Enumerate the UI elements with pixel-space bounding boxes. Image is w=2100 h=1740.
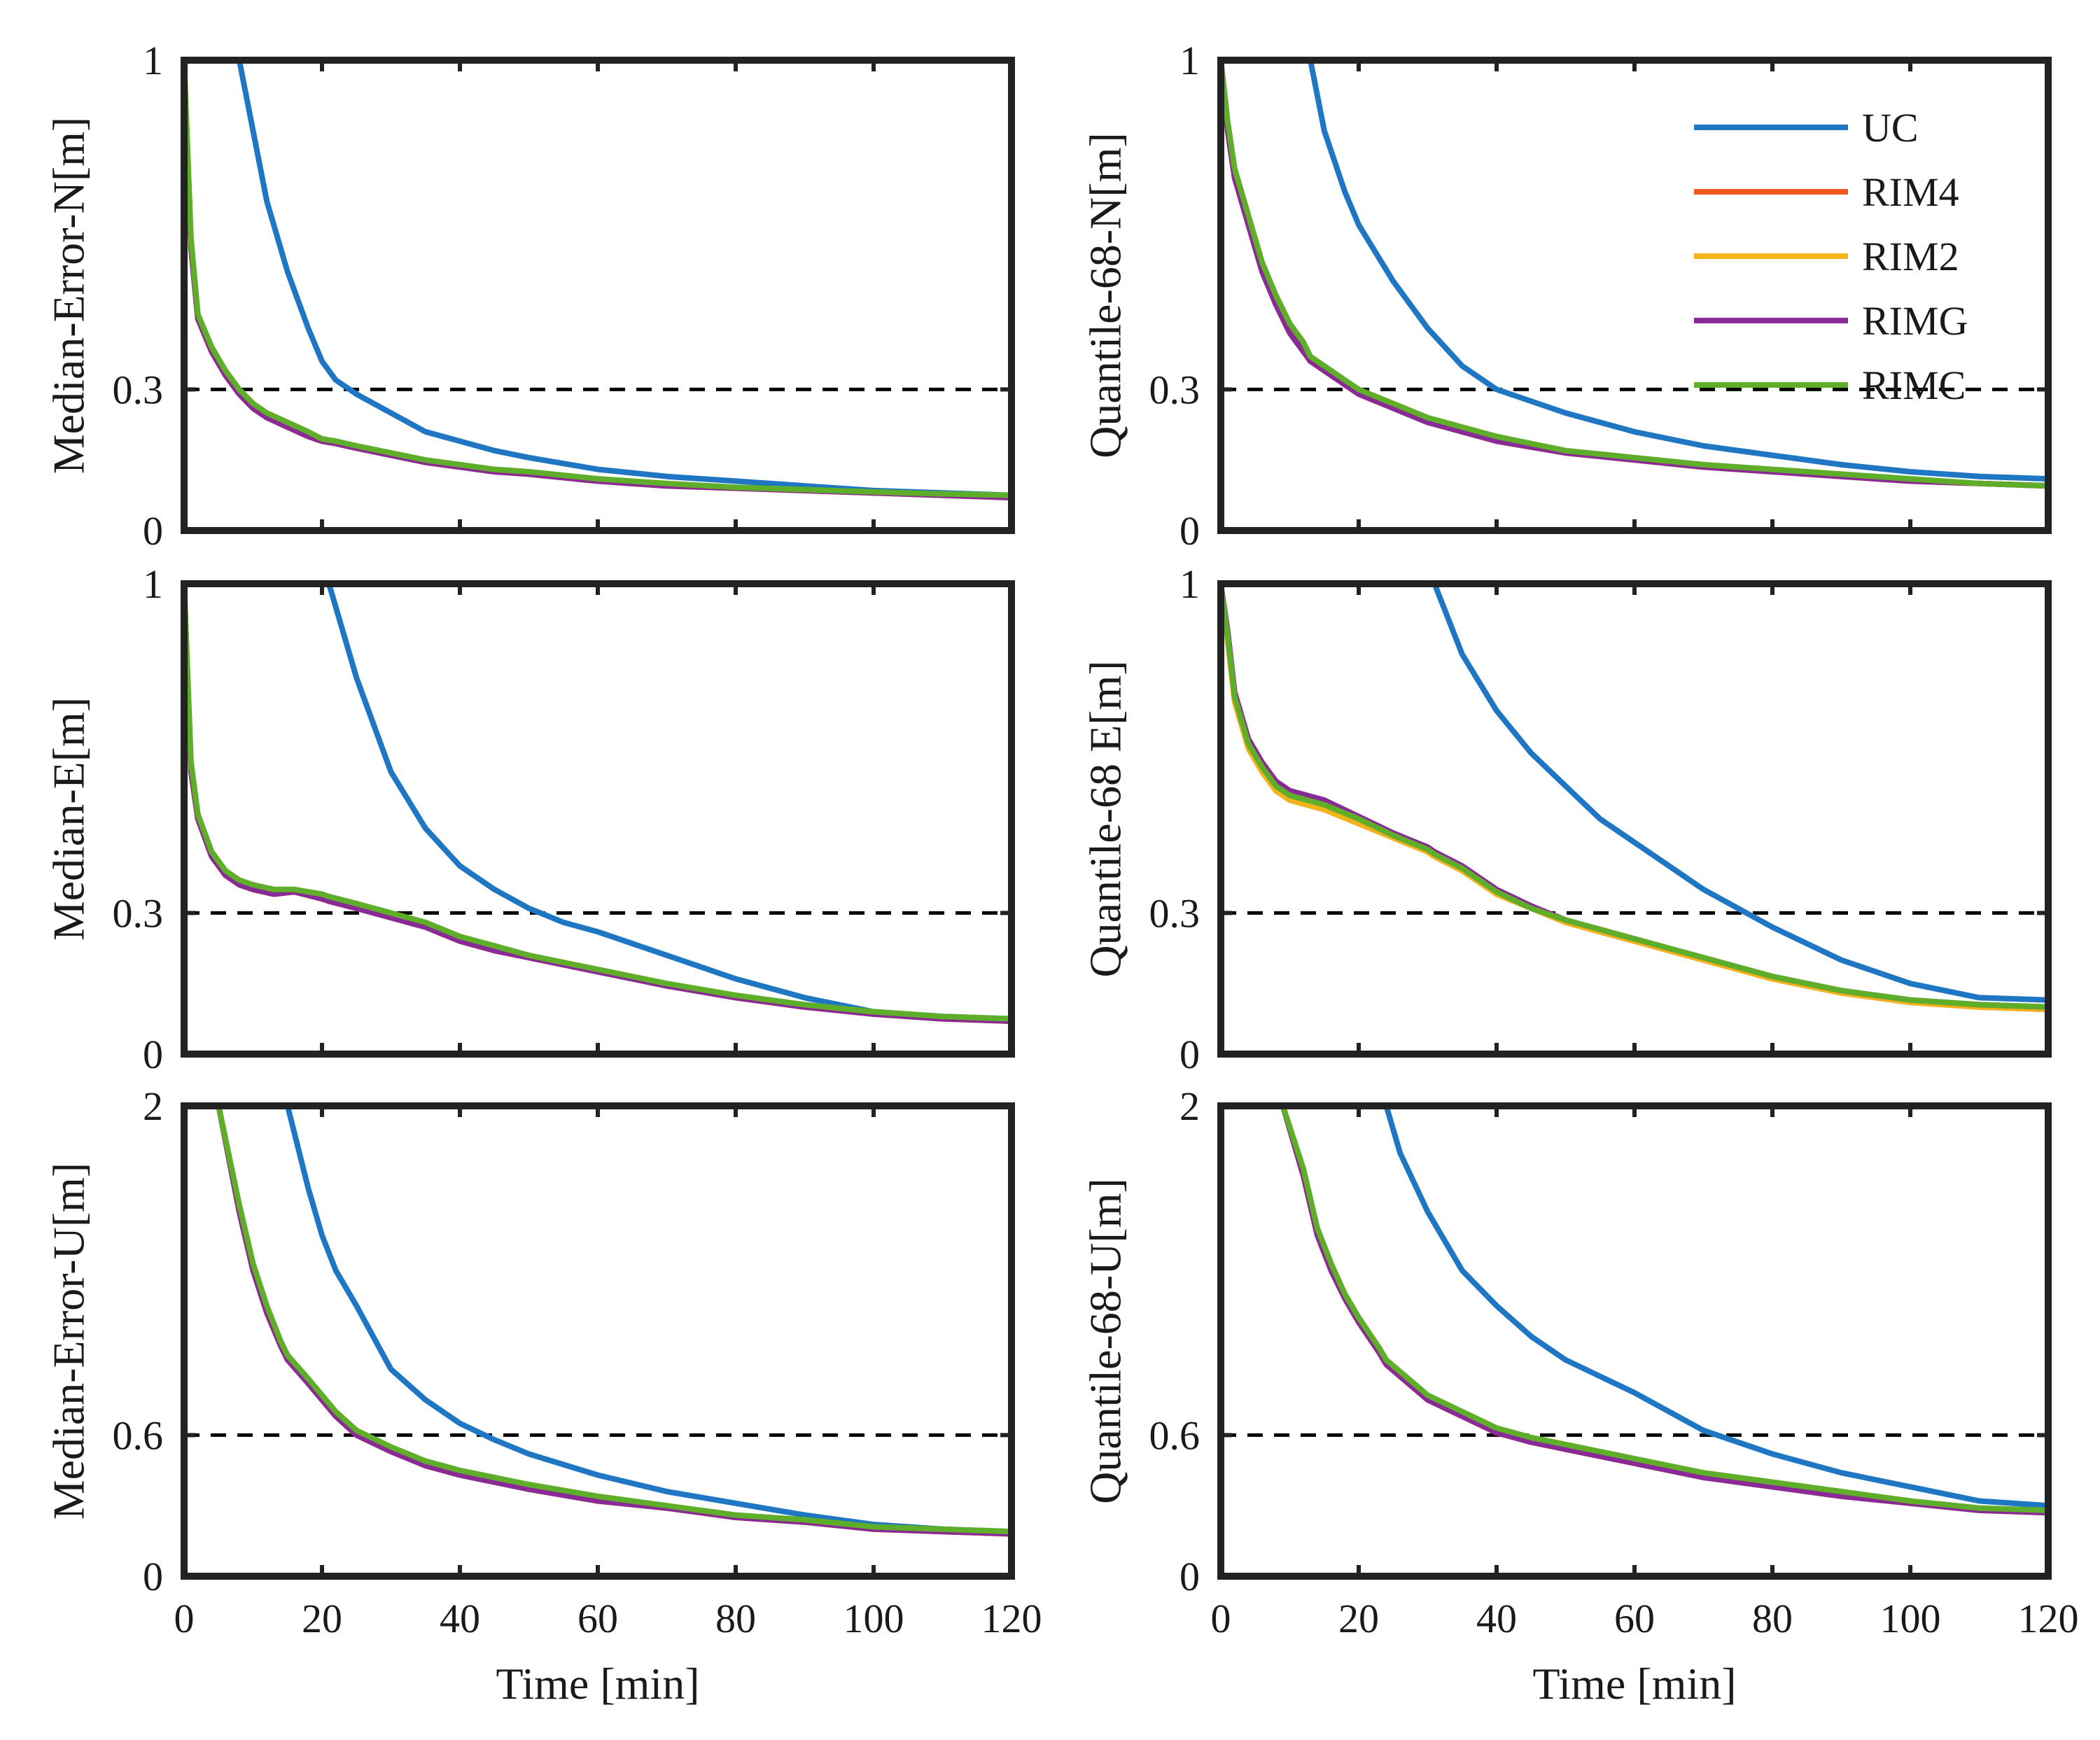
series-line-rimg: [184, 584, 1011, 1024]
y-tick-label: 1: [1180, 561, 1200, 607]
series-line-rimg: [1280, 1106, 2048, 1516]
y-tick-label: 0: [143, 1032, 163, 1077]
legend-label-rim2: RIM2: [1862, 234, 1959, 279]
series-line-rim2: [184, 584, 1011, 1024]
series-line-rim4: [1221, 584, 2048, 1013]
series-line-uc: [1432, 584, 2048, 1003]
x-tick-label: 0: [1211, 1596, 1231, 1641]
series-line-rim4: [216, 1106, 1011, 1537]
y-axis-label: Quantile-68 E[m]: [1081, 660, 1130, 977]
y-axis-label: Median-E[m]: [44, 697, 94, 941]
x-tick-label: 20: [302, 1596, 342, 1641]
series-line-rimc: [184, 60, 1011, 498]
panel-1: 0 0.3 1 Median-Error-N[m]: [44, 38, 1015, 554]
y-tick-label: 0.6: [1149, 1412, 1200, 1458]
panel-2: 0 0.3 1 Quantile-68-N[m] UC RIM4 RIM2 RIMG RIMC: [1081, 38, 2052, 554]
axes-frame: [181, 580, 1015, 1058]
axes-frame: [181, 1102, 1015, 1580]
series-line-rim4: [184, 584, 1011, 1024]
legend-label-rimc: RIMC: [1862, 363, 1966, 408]
series-line-rim4: [1280, 1106, 2048, 1516]
y-axis-label: Quantile-68-N[m]: [1081, 132, 1130, 458]
series-line-rimc: [1221, 584, 2048, 1010]
legend-label-rimg: RIMG: [1862, 298, 1968, 344]
y-tick-label: 1: [1180, 38, 1200, 83]
y-tick-label: 2: [1180, 1083, 1200, 1129]
series-line-rim2: [216, 1106, 1011, 1537]
series-line-uc: [284, 1106, 1011, 1535]
x-tick-label: 120: [2018, 1596, 2079, 1641]
y-tick-label: 0.3: [1149, 367, 1200, 412]
y-tick-label: 0: [1180, 1554, 1200, 1599]
x-tick-label: 60: [578, 1596, 618, 1641]
series-line-uc: [236, 60, 1011, 498]
series-line-uc: [1383, 1106, 2048, 1509]
series-line-uc: [1308, 60, 2048, 482]
y-tick-label: 0: [143, 1554, 163, 1599]
y-tick-label: 0.3: [1149, 890, 1200, 936]
legend-label-uc: UC: [1862, 105, 1919, 150]
y-tick-label: 0.3: [113, 367, 164, 412]
x-tick-label: 120: [981, 1596, 1042, 1641]
x-tick-label: 0: [174, 1596, 195, 1641]
series-line-rimc: [216, 1106, 1011, 1535]
series-line-rimc: [184, 584, 1011, 1022]
panel-6: 0 20 40 60 80 100 120 0 0.6 2 Quantile-68-U[m] Time…: [1081, 1083, 2079, 1709]
panel-3: 0 0.3 1 Median-E[m]: [44, 561, 1015, 1077]
y-tick-label: 0: [143, 508, 163, 554]
y-tick-label: 1: [143, 38, 163, 83]
x-tick-label: 100: [844, 1596, 904, 1641]
y-tick-label: 0.3: [113, 890, 164, 936]
y-axis-label: Median-Error-U[m]: [44, 1163, 94, 1520]
x-tick-label: 40: [440, 1596, 480, 1641]
x-tick-label: 100: [1880, 1596, 1941, 1641]
y-tick-label: 0.6: [113, 1412, 164, 1458]
series-line-rim2: [1280, 1106, 2048, 1516]
y-axis-label: Median-Error-N[m]: [44, 117, 94, 475]
x-axis-label: Time [min]: [496, 1659, 700, 1709]
panel-5: 0 20 40 60 80 100 120 0 0.6 2 Median-Error-U[m] Tim…: [44, 1083, 1042, 1709]
series-line-rimc: [1221, 60, 2048, 489]
x-tick-label: 80: [715, 1596, 756, 1641]
series-line-rimc: [1280, 1106, 2048, 1513]
x-tick-label: 80: [1752, 1596, 1793, 1641]
x-tick-label: 40: [1476, 1596, 1517, 1641]
legend: UC RIM4 RIM2 RIMG RIMC: [1694, 105, 1968, 408]
y-tick-label: 0: [1180, 1032, 1200, 1077]
series-line-rimg: [216, 1106, 1011, 1537]
legend-label-rim4: RIM4: [1862, 169, 1959, 215]
axes-frame: [181, 57, 1015, 534]
series-line-rim2: [1221, 584, 2048, 1013]
series-line-uc: [326, 584, 1011, 1022]
y-tick-label: 1: [143, 561, 163, 607]
y-tick-label: 0: [1180, 508, 1200, 554]
panel-4: 0 0.3 1 Quantile-68 E[m]: [1081, 561, 2052, 1077]
y-tick-label: 2: [143, 1083, 163, 1129]
x-tick-label: 20: [1338, 1596, 1379, 1641]
y-axis-label: Quantile-68-U[m]: [1081, 1178, 1130, 1504]
x-tick-label: 60: [1614, 1596, 1655, 1641]
x-axis-label: Time [min]: [1533, 1659, 1737, 1709]
